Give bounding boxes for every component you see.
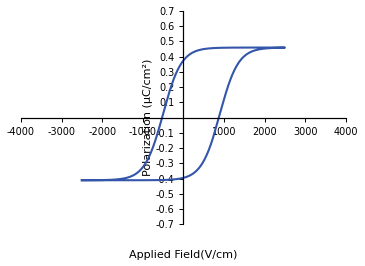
X-axis label: Applied Field(V/cm): Applied Field(V/cm)	[129, 250, 238, 260]
Y-axis label: Polarization (μC/cm²): Polarization (μC/cm²)	[143, 59, 153, 176]
